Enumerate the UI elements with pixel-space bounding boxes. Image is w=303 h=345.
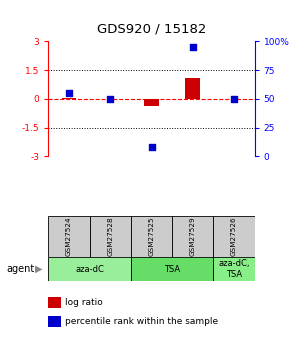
Text: GSM27525: GSM27525 xyxy=(148,217,155,256)
Bar xyxy=(144,99,159,106)
Bar xyxy=(172,216,213,257)
Point xyxy=(108,96,113,102)
Text: aza-dC: aza-dC xyxy=(75,265,104,274)
Text: aza-dC,
TSA: aza-dC, TSA xyxy=(218,259,250,279)
Bar xyxy=(48,257,131,281)
Text: agent: agent xyxy=(6,264,34,274)
Text: GDS920 / 15182: GDS920 / 15182 xyxy=(97,22,206,36)
Bar xyxy=(48,216,90,257)
Bar xyxy=(131,216,172,257)
Text: TSA: TSA xyxy=(164,265,180,274)
Bar xyxy=(213,257,255,281)
Text: GSM27526: GSM27526 xyxy=(231,217,237,256)
Text: GSM27529: GSM27529 xyxy=(190,217,196,256)
Point xyxy=(231,96,236,102)
Bar xyxy=(62,98,76,99)
Bar xyxy=(185,78,200,99)
Text: ▶: ▶ xyxy=(35,264,42,274)
Text: GSM27524: GSM27524 xyxy=(66,217,72,256)
Bar xyxy=(90,216,131,257)
Point xyxy=(149,145,154,150)
Point xyxy=(67,90,72,96)
Point xyxy=(190,45,195,50)
Bar xyxy=(131,257,213,281)
Text: GSM27528: GSM27528 xyxy=(107,217,113,256)
Text: percentile rank within the sample: percentile rank within the sample xyxy=(65,317,218,326)
Bar xyxy=(213,216,255,257)
Text: log ratio: log ratio xyxy=(65,298,103,307)
